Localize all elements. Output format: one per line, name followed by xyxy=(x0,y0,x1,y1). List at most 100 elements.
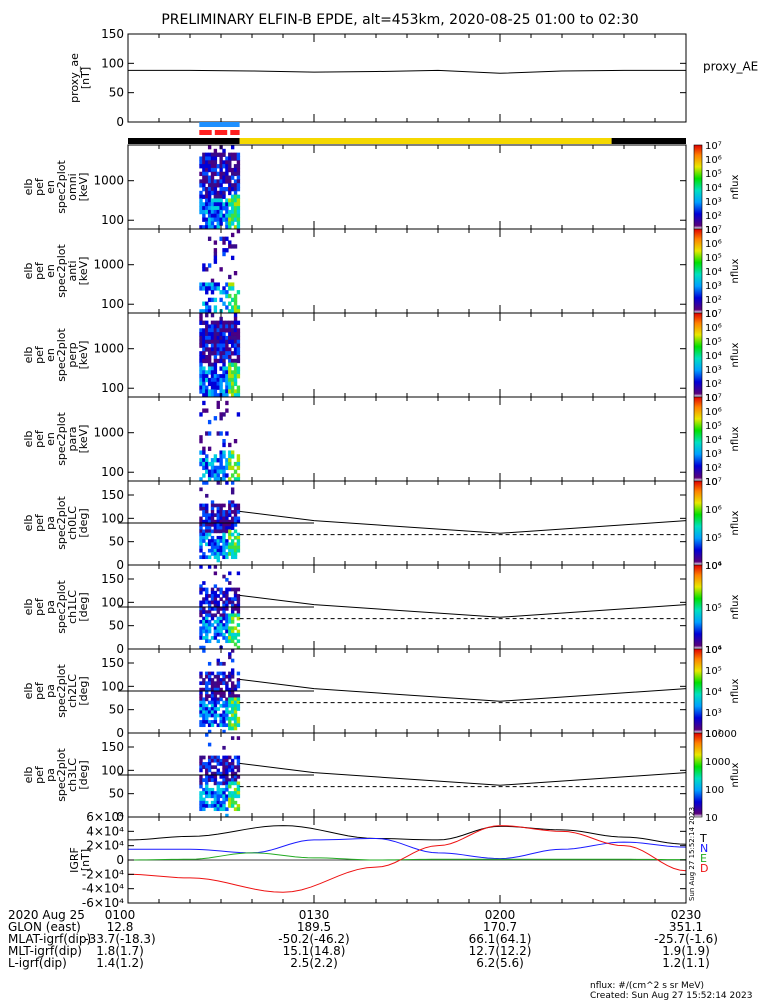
heatmap-cell xyxy=(199,358,203,364)
heatmap-cell xyxy=(222,526,226,530)
heatmap-cell xyxy=(222,594,226,598)
heatmap-cell xyxy=(228,697,232,702)
heatmap-cell xyxy=(213,513,218,518)
heatmap-cell xyxy=(225,343,229,348)
heatmap-cell xyxy=(236,209,241,215)
series-line-E xyxy=(127,852,687,861)
colorbar-label: nflux xyxy=(730,762,741,787)
heatmap-cell xyxy=(236,700,241,705)
heatmap-cell xyxy=(216,324,220,329)
heatmap-cell xyxy=(225,542,229,547)
heatmap-cell xyxy=(199,320,203,325)
heatmap-cell xyxy=(228,529,232,534)
heatmap-cell xyxy=(230,393,235,398)
heatmap-cell xyxy=(228,691,232,695)
heatmap-cell xyxy=(216,385,220,390)
heatmap-cell xyxy=(210,469,215,474)
heatmap-cell xyxy=(216,687,220,692)
heatmap-cell xyxy=(199,412,203,417)
heatmap-cell xyxy=(236,385,241,390)
heatmap-cell xyxy=(205,800,209,805)
heatmap-cell xyxy=(213,297,218,303)
panel-elb_pef_pa_spec2plot_ch0LC: 10⁴10⁵10⁶10⁷nflux050100150elbpefpaspec2p… xyxy=(22,477,741,572)
heatmap-cell xyxy=(230,607,235,611)
heatmap-cell xyxy=(207,610,212,614)
heatmap-cell xyxy=(228,726,232,731)
heatmap-cell xyxy=(225,597,229,602)
heatmap-cell xyxy=(199,710,203,715)
heatmap-cell xyxy=(207,339,212,345)
heatmap-cell xyxy=(205,771,209,776)
heatmap-cell xyxy=(213,339,218,345)
heatmap-cell xyxy=(228,616,232,621)
y-axis-label: en xyxy=(44,264,57,278)
heatmap-cell xyxy=(219,324,223,329)
heatmap-cell xyxy=(225,636,229,640)
heatmap-cell xyxy=(236,768,241,773)
heatmap-cell xyxy=(207,639,212,644)
heatmap-cell xyxy=(207,565,212,569)
colorbar-tick-label: 10⁴ xyxy=(705,561,722,572)
heatmap-cell xyxy=(213,305,218,310)
y-tick-label: 150 xyxy=(101,572,124,586)
heatmap-cell xyxy=(216,343,220,348)
y-axis-label: en xyxy=(44,180,57,194)
heatmap-cell xyxy=(230,684,235,689)
heatmap-cell xyxy=(207,190,212,196)
xaxis-row-label: MLAT-igrf(dip) xyxy=(8,932,91,946)
heatmap-cell xyxy=(199,381,203,387)
heatmap-cell xyxy=(199,362,203,367)
panel-elb_pef_pa_spec2plot_ch3LC: 10100100010000nflux050100150elbpefpaspec… xyxy=(22,729,741,824)
heatmap-cell xyxy=(213,584,218,589)
heatmap-cell xyxy=(233,555,238,560)
heatmap-cell xyxy=(228,694,232,698)
heatmap-cell xyxy=(222,616,226,621)
heatmap-cell xyxy=(236,305,241,310)
heatmap-cell xyxy=(219,206,223,211)
heatmap-cell xyxy=(202,225,206,230)
heatmap-cell xyxy=(230,473,235,478)
heatmap-cell xyxy=(228,362,232,367)
heatmap-cell xyxy=(219,194,223,199)
heatmap-cell xyxy=(202,506,206,511)
heatmap-cell xyxy=(236,332,241,337)
heatmap-cell xyxy=(222,187,226,192)
heatmap-cell xyxy=(222,175,226,180)
heatmap-cell xyxy=(222,552,226,556)
heatmap-cell xyxy=(233,332,238,337)
heatmap-cell xyxy=(228,636,232,640)
heatmap-cell xyxy=(205,707,209,711)
heatmap-cell xyxy=(228,309,232,314)
heatmap-cell xyxy=(210,516,215,521)
y-axis-label: elb xyxy=(22,347,35,364)
heatmap-cell xyxy=(233,156,238,161)
heatmap-cell xyxy=(222,339,226,345)
heatmap-cell xyxy=(230,213,235,219)
heatmap-cell xyxy=(202,171,206,177)
loss-cone-line xyxy=(239,510,687,534)
heatmap-cell xyxy=(205,324,209,329)
heatmap-cell xyxy=(228,187,232,192)
heatmap-cell xyxy=(222,351,226,356)
heatmap-cell xyxy=(236,152,241,157)
heatmap-cell xyxy=(228,513,232,518)
heatmap-cell xyxy=(228,286,232,291)
heatmap-cell xyxy=(236,632,241,637)
heatmap-cell xyxy=(205,267,209,272)
heatmap-cell xyxy=(202,619,206,624)
heatmap-cell xyxy=(219,297,223,303)
heatmap-cell xyxy=(202,370,206,375)
heatmap-cell xyxy=(202,519,206,524)
heatmap-cell xyxy=(202,723,206,728)
heatmap-cell xyxy=(222,236,226,241)
heatmap-cell xyxy=(213,603,218,608)
heatmap-cell xyxy=(219,461,223,467)
heatmap-cell xyxy=(233,506,238,511)
heatmap-cell xyxy=(225,167,229,173)
heatmap-cell xyxy=(202,339,206,345)
colorbar-tick-label: 10⁴ xyxy=(705,645,722,656)
heatmap-cell xyxy=(222,713,226,718)
heatmap-cell xyxy=(236,781,241,786)
heatmap-cell xyxy=(199,332,203,337)
xaxis-row-label: MLT-igrf(dip) xyxy=(8,944,82,958)
